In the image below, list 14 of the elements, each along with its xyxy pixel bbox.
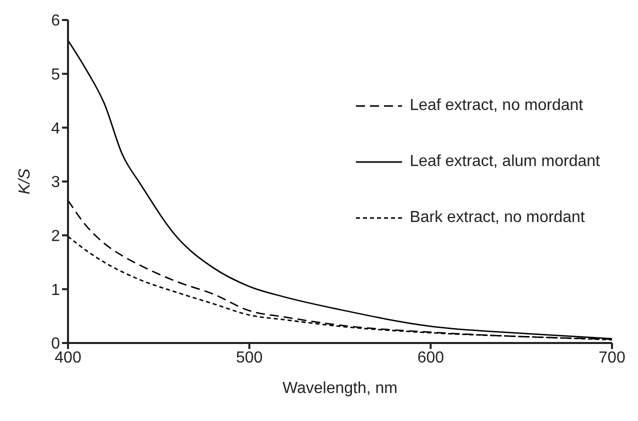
legend-label: Leaf extract, no mordant	[410, 97, 584, 115]
y-tick-label: 6	[51, 12, 60, 30]
x-tick-label: 500	[236, 349, 263, 366]
y-tick-label: 2	[51, 228, 60, 246]
y-tick-label: 4	[51, 120, 60, 138]
y-tick-label: 1	[51, 282, 60, 299]
x-tick-label: 600	[417, 349, 444, 366]
legend-label: Leaf extract, alum mordant	[410, 153, 600, 171]
y-tick-label: 3	[51, 174, 60, 192]
y-axis-title: K/S	[16, 168, 34, 194]
x-axis-title: Wavelength, nm	[282, 380, 398, 397]
legend-label: Bark extract, no mordant	[410, 209, 585, 227]
y-tick-label: 5	[51, 66, 60, 84]
x-tick-label: 700	[598, 349, 626, 366]
